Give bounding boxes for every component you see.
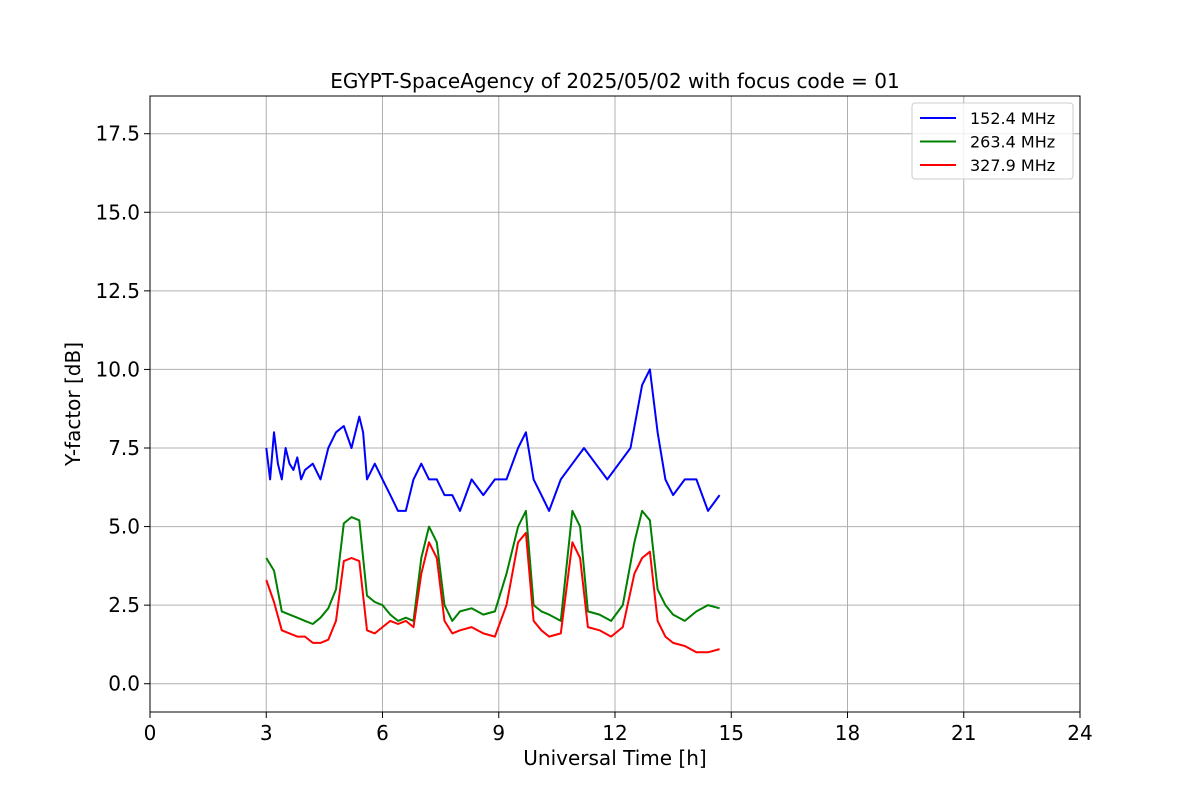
x-tick-label: 6 <box>376 721 389 745</box>
y-tick-label: 2.5 <box>108 593 140 617</box>
x-tick-label: 0 <box>144 721 157 745</box>
legend-label-3: 327.9 MHz <box>970 156 1055 175</box>
x-tick-label: 9 <box>492 721 505 745</box>
y-tick-label: 5.0 <box>108 515 140 539</box>
legend-box <box>911 102 1074 180</box>
y-tick-label: 0.0 <box>108 672 140 696</box>
x-tick-label: 12 <box>602 721 627 745</box>
y-tick-label: 17.5 <box>95 122 140 146</box>
y-tick-label: 15.0 <box>95 200 140 224</box>
legend-label-1: 152.4 MHz <box>970 109 1055 128</box>
ticks: 0 3 6 9 12 15 18 21 24 0.0 2.5 5.0 7.5 10.0 12.5 15.0 17… <box>95 122 1092 745</box>
series-line-1 <box>265 368 721 512</box>
x-axis-label: Universal Time [h] <box>523 746 706 770</box>
series-line-3 <box>265 531 720 654</box>
y-tick-label: 12.5 <box>95 279 140 303</box>
y-tick-label: 7.5 <box>108 436 140 460</box>
grid <box>149 96 1081 712</box>
chart-title: EGYPT-SpaceAgency of 2025/05/02 with foc… <box>330 69 899 93</box>
x-tick-label: 15 <box>719 721 744 745</box>
legend-label-2: 263.4 MHz <box>970 133 1055 152</box>
series-layer <box>265 368 721 654</box>
x-tick-label: 24 <box>1067 721 1092 745</box>
y-axis-label: Y-factor [dB] <box>61 342 85 467</box>
y-tick-label: 10.0 <box>95 357 140 381</box>
x-tick-label: 18 <box>835 721 860 745</box>
legend: 152.4 MHz 263.4 MHz 327.9 MHz <box>911 102 1074 180</box>
x-tick-label: 3 <box>260 721 273 745</box>
series-line-2 <box>265 509 720 625</box>
x-tick-label: 21 <box>951 721 976 745</box>
